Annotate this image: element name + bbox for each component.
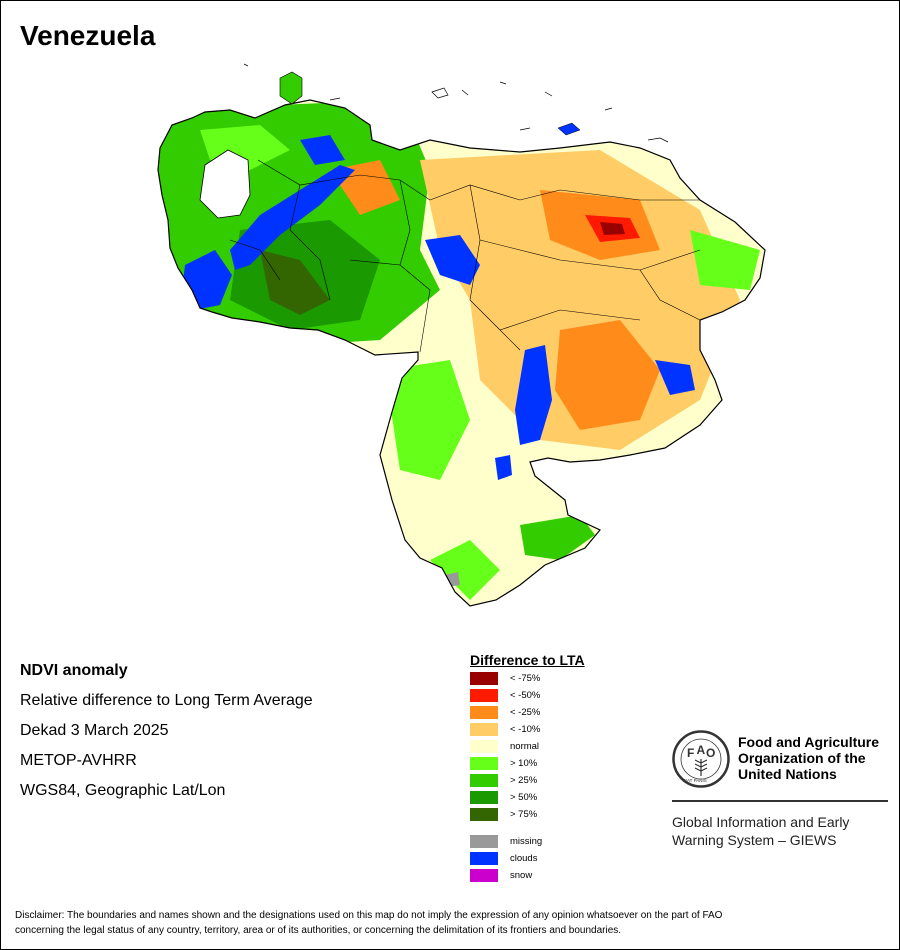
legend-label: missing [510,836,543,847]
fao-block: F A O FIAT PANIS Food and Agriculture Or… [672,730,888,852]
legend-row: normal [470,738,585,755]
legend-label: snow [510,870,533,881]
fao-name: Food and Agriculture Organization of the… [738,734,879,782]
giews-line: Global Information and Early [672,814,850,830]
giews-line: Warning System – GIEWS [672,832,837,848]
fao-divider [672,800,888,802]
giews-name: Global Information and Early Warning Sys… [672,813,849,849]
legend-row: > 50% [470,789,585,806]
island-margarita [279,71,303,105]
fao-logo-motto: FIAT PANIS [683,778,707,783]
legend-swatch [470,689,498,702]
legend-row: < -10% [470,721,585,738]
legend-label: < -10% [510,724,541,735]
patch-east-pale-orange [420,150,740,450]
small-islands [243,63,669,143]
info-heading: NDVI anomaly [20,662,128,679]
legend-swatch [470,672,498,685]
legend-swatch [470,869,498,882]
legend-row: < -50% [470,687,585,704]
legend-swatch [470,723,498,736]
patch-south-green-3 [430,540,500,600]
cloud-bolivar-band [515,345,552,445]
legend-label: > 10% [510,758,538,769]
legend-label: > 75% [510,809,538,820]
legend-label: < -25% [510,707,541,718]
disclaimer-line: concerning the legal status of any count… [15,925,622,936]
legend-title: Difference to LTA [470,652,585,668]
patch-south-green [385,360,470,480]
legend-swatch [470,774,498,787]
legend-label: normal [510,741,540,752]
legend-swatch [470,835,498,848]
legend-label: < -75% [510,673,541,684]
legend-row: > 25% [470,772,585,789]
legend-swatch [470,808,498,821]
state-boundaries [229,159,701,353]
legend-swatch [470,740,498,753]
legend-row: > 75% [470,806,585,823]
patch-east-dark-red [600,222,625,235]
legend-swatch [470,852,498,865]
disclaimer-line: Disclaimer: The boundaries and names sho… [15,910,723,921]
patch-andes-dark-green [260,250,330,315]
legend-swatch [470,791,498,804]
fao-name-line: United Nations [738,766,837,782]
map-title: Venezuela [20,20,156,51]
fao-logo-letter: A [697,743,706,757]
legend: Difference to LTA < -75% < -50% < -25% < -1… [470,652,585,884]
legend-swatch [470,757,498,770]
map-info: NDVI anomaly Relative difference to Long… [20,656,313,806]
legend-row: clouds [470,850,585,867]
legend-label: > 25% [510,775,538,786]
fao-logo: F A O FIAT PANIS [672,730,730,788]
fao-logo-letter: O [706,746,715,760]
legend-label: clouds [510,853,538,864]
cloud-east [655,360,695,395]
info-line: WGS84, Geographic Lat/Lon [20,782,226,799]
fao-name-line: Organization of the [738,750,866,766]
legend-row: < -75% [470,670,585,687]
fao-name-line: Food and Agriculture [738,734,880,750]
ndvi-anomaly-map [157,63,766,607]
fao-logo-letter: F [687,746,694,760]
legend-extra-items: missing clouds snow [470,833,585,884]
cloud-south-speck [495,455,512,480]
legend-row: missing [470,833,585,850]
info-line: METOP-AVHRR [20,752,137,769]
legend-swatch [470,706,498,719]
patch-south-green-2 [520,515,595,560]
legend-row: < -25% [470,704,585,721]
legend-label: < -50% [510,690,541,701]
lake-maracaibo [199,149,251,219]
legend-label: > 50% [510,792,538,803]
patch-east-orange-2 [555,320,660,430]
island-east-1 [557,122,581,136]
disclaimer: Disclaimer: The boundaries and names sho… [15,908,885,938]
cloud-central [425,235,480,285]
info-line: Relative difference to Long Term Average [20,692,313,709]
legend-row: > 10% [470,755,585,772]
info-line: Dekad 3 March 2025 [20,722,169,739]
legend-row: snow [470,867,585,884]
anomaly-patches [158,100,760,600]
cloud-northwest [300,135,345,165]
patch-northeast-green [690,230,760,290]
legend-items: < -75% < -50% < -25% < -10% normal > 10% > 25%… [470,670,585,823]
